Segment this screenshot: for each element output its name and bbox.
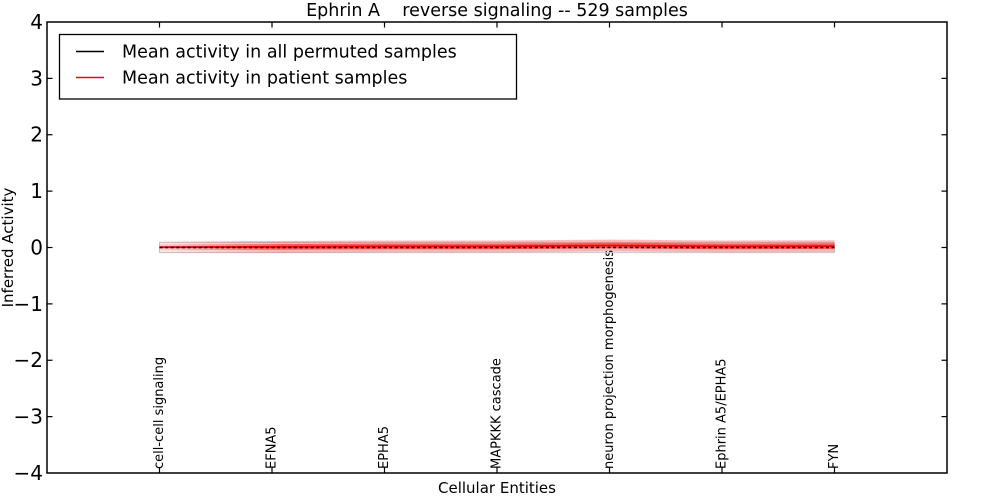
x-tick-label: EPHA5 (377, 426, 392, 469)
chart-title: Ephrin A reverse signaling -- 529 sample… (306, 1, 688, 21)
x-tick-label: FYN (827, 444, 842, 469)
y-tick-label: −3 (14, 405, 43, 429)
legend-label-patient: Mean activity in patient samples (122, 69, 407, 89)
y-tick-label: 4 (30, 10, 43, 34)
y-tick-label: 0 (30, 235, 43, 259)
axis-ticks (47, 22, 947, 473)
x-tick-label: EFNA5 (265, 426, 280, 469)
y-tick-label: −1 (14, 292, 43, 316)
y-tick-label: −4 (14, 461, 43, 485)
x-axis-label: Cellular Entities (438, 479, 556, 497)
x-tick-label: neuron projection morphogenesis (602, 250, 617, 469)
y-tick-label: 2 (30, 123, 43, 147)
y-tick-label: 3 (30, 66, 43, 90)
x-tick-label: cell-cell signaling (152, 357, 167, 469)
legend: Mean activity in all permuted samples Me… (58, 33, 518, 100)
y-tick-labels: 4 3 2 1 0 −1 −2 −3 −4 (14, 10, 43, 485)
x-tick-labels: cell-cell signaling EFNA5 EPHA5 MAPKKK casc… (152, 250, 842, 469)
legend-label-permuted: Mean activity in all permuted samples (122, 43, 457, 63)
x-tick-label: MAPKKK cascade (490, 358, 505, 469)
legend-box (58, 33, 518, 100)
y-axis-label: Inferred Activity (0, 187, 17, 307)
x-tick-label: Ephrin A5/EPHA5 (715, 358, 730, 469)
y-tick-label: −2 (14, 348, 43, 372)
y-tick-label: 1 (30, 179, 43, 203)
